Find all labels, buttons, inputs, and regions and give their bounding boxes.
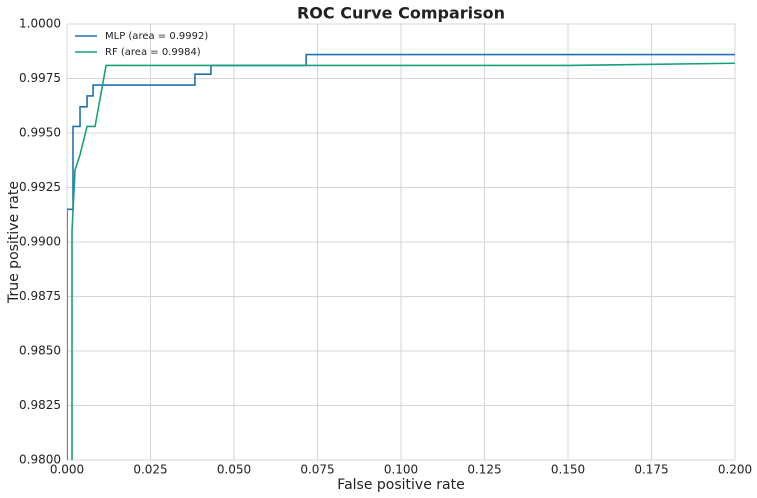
x-tick-label: 0.000 (50, 463, 84, 477)
x-tick-label: 0.125 (467, 463, 501, 477)
series-line (71, 62, 735, 460)
y-tick-label: 0.9925 (19, 180, 61, 194)
legend-label: RF (area = 0.9984) (105, 47, 201, 58)
y-tick-label: 1.0000 (19, 17, 61, 31)
y-tick-label: 0.9950 (19, 126, 61, 140)
y-tick-label: 0.9875 (19, 289, 61, 303)
y-tick-label: 0.9825 (19, 398, 61, 412)
y-tick-label: 0.9975 (19, 71, 61, 85)
x-tick-label: 0.050 (217, 463, 251, 477)
x-axis-label: False positive rate (337, 477, 464, 493)
chart-title: ROC Curve Comparison (297, 4, 505, 23)
y-tick-label: 0.9850 (19, 344, 61, 358)
x-tick-label: 0.025 (133, 463, 167, 477)
y-tick-label: 0.9800 (19, 453, 61, 467)
x-tick-label: 0.075 (300, 463, 334, 477)
grid (66, 23, 736, 461)
y-axis-label: True positive rate (6, 181, 22, 304)
x-tick-label: 0.150 (551, 463, 585, 477)
y-tick-label: 0.9900 (19, 235, 61, 249)
legend: MLP (area = 0.9992) RF (area = 0.9984) (75, 31, 208, 58)
plot-area (67, 53, 735, 460)
legend-label: MLP (area = 0.9992) (105, 31, 208, 42)
x-tick-label: 0.175 (634, 463, 668, 477)
x-tick-label: 0.100 (384, 463, 418, 477)
x-tick-label: 0.200 (718, 463, 752, 477)
